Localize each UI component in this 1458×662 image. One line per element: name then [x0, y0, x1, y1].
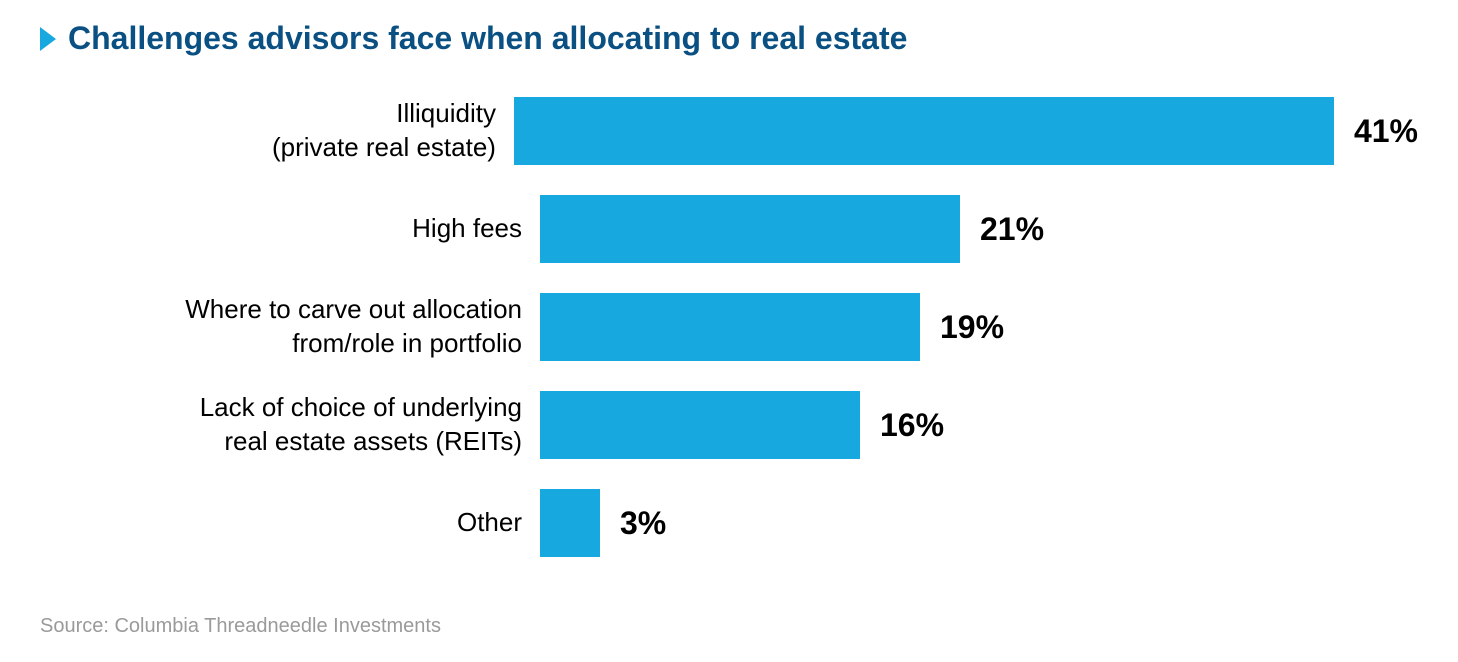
- bar-value: 21%: [980, 211, 1044, 248]
- bar-wrap: 19%: [540, 293, 1418, 361]
- bar: [514, 97, 1334, 165]
- bar-value: 19%: [940, 309, 1004, 346]
- bar-row: Lack of choice of underlying real estate…: [40, 391, 1418, 459]
- bar: [540, 391, 860, 459]
- bar-label: Other: [40, 506, 540, 540]
- chart-title: Challenges advisors face when allocating…: [68, 20, 907, 57]
- bar-wrap: 16%: [540, 391, 1418, 459]
- chart-container: Challenges advisors face when allocating…: [0, 0, 1458, 577]
- bar-wrap: 21%: [540, 195, 1418, 263]
- bar-value: 41%: [1354, 113, 1418, 150]
- bar-value: 16%: [880, 407, 944, 444]
- bar-label: High fees: [40, 212, 540, 246]
- bar-row: High fees 21%: [40, 195, 1418, 263]
- bar-row: Where to carve out allocation from/role …: [40, 293, 1418, 361]
- bar: [540, 293, 920, 361]
- bar-label: Where to carve out allocation from/role …: [40, 293, 540, 361]
- bar-chart: Illiquidity (private real estate) 41% High…: [40, 97, 1418, 557]
- bar-label: Illiquidity (private real estate): [40, 97, 514, 165]
- bar-value: 3%: [620, 505, 666, 542]
- source-text: Source: Columbia Threadneedle Investment…: [40, 615, 441, 638]
- bar-row: Illiquidity (private real estate) 41%: [40, 97, 1418, 165]
- bar: [540, 489, 600, 557]
- bar-wrap: 41%: [514, 97, 1418, 165]
- bar-wrap: 3%: [540, 489, 1418, 557]
- title-row: Challenges advisors face when allocating…: [40, 20, 1418, 57]
- bar-row: Other 3%: [40, 489, 1418, 557]
- bar: [540, 195, 960, 263]
- title-arrow-icon: [40, 27, 56, 51]
- bar-label: Lack of choice of underlying real estate…: [40, 391, 540, 459]
